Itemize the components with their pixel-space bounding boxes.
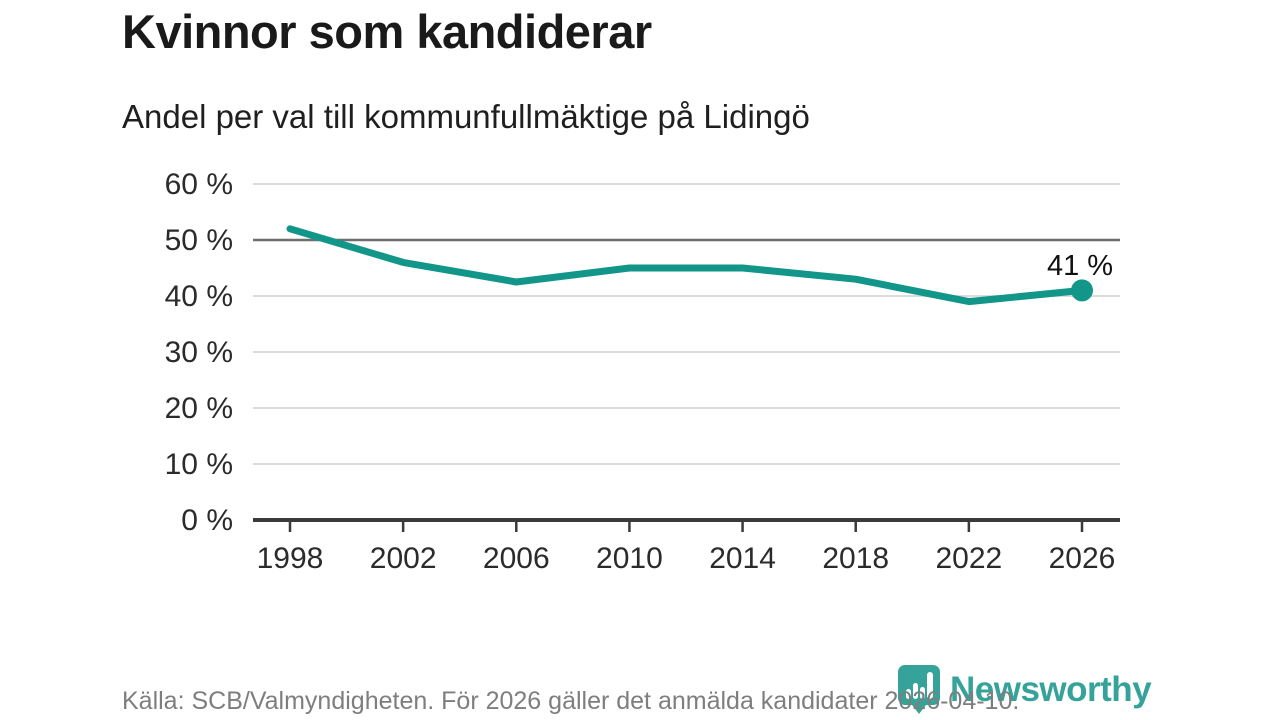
x-axis-label: 2006 [483, 542, 550, 575]
x-axis-label: 1998 [257, 542, 324, 575]
y-axis-label: 10 % [165, 448, 233, 481]
y-axis-label: 40 % [165, 280, 233, 313]
x-axis-label: 2010 [596, 542, 663, 575]
chart-title: Kvinnor som kandiderar [122, 5, 652, 58]
data-line [286, 225, 1086, 306]
newsworthy-logo: Newsworthy [897, 664, 1152, 715]
x-axis-label: 2026 [1049, 542, 1116, 575]
chart-subtitle: Andel per val till kommunfullmäktige på … [122, 98, 810, 135]
x-axis-label: 2002 [370, 542, 437, 575]
x-axis-label: 2018 [822, 542, 889, 575]
newsworthy-pin-icon [898, 665, 940, 714]
y-axis-label: 0 % [181, 504, 233, 537]
source-attribution: Källa: SCB/Valmyndigheten. För 2026 gäll… [122, 687, 1020, 715]
end-point-marker [1071, 279, 1093, 302]
y-axis-label: 50 % [165, 224, 233, 257]
newsworthy-logo-text: Newsworthy [950, 669, 1152, 709]
y-axis-label: 20 % [165, 392, 233, 425]
x-axis-label: 2014 [709, 542, 776, 575]
end-point-label: 41 % [1047, 250, 1113, 282]
y-axis-label: 30 % [165, 336, 233, 369]
x-axis-label: 2022 [935, 542, 1002, 575]
y-axis-label: 60 % [165, 168, 233, 201]
